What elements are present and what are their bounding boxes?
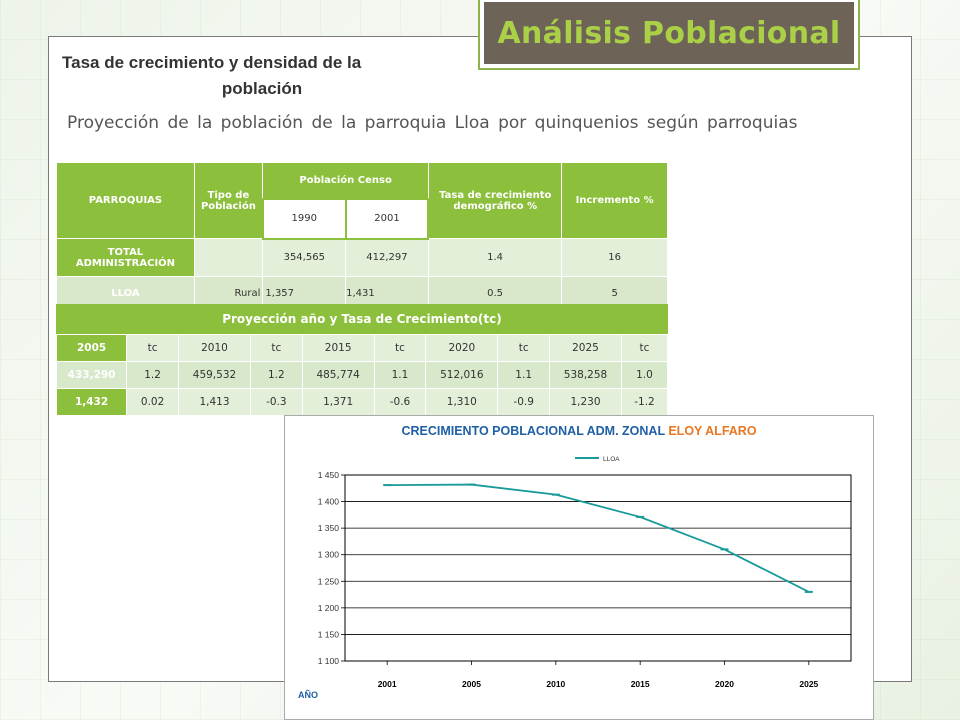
projection-cell: 1,432: [55, 388, 128, 416]
chart-title-main: CRECIMIENTO POBLACIONAL ADM. ZONAL: [401, 424, 669, 438]
title-banner: Análisis Poblacional: [478, 0, 860, 70]
row-tipo: [193, 238, 264, 277]
header-incremento: Incremento %: [561, 162, 668, 239]
projection-cell: -0.3: [249, 388, 303, 416]
x-tick-label: 2020: [715, 679, 734, 689]
row-name: TOTAL ADMINISTRACIÓN: [56, 238, 195, 277]
section-subtitle: Tasa de crecimiento y densidad de la pob…: [62, 50, 442, 102]
projection-cell: 459,532: [178, 361, 251, 389]
y-tick-label: 1 150: [318, 629, 340, 639]
projection-header-cell: 2010: [178, 334, 251, 362]
row-2001: 412,297: [345, 238, 429, 277]
y-tick-label: 1 300: [318, 550, 340, 560]
projection-header-cell: tc: [620, 334, 669, 362]
projection-cell: 0.02: [126, 388, 180, 416]
table-row: 433,290 1.2 459,532 1.2 485,774 1.1 512,016 1.1…: [55, 361, 669, 389]
projection-cell: -0.6: [373, 388, 427, 416]
projection-cell: 1,230: [549, 388, 622, 416]
projection-header-cell: 2015: [301, 334, 375, 362]
projection-cell: 1.0: [620, 361, 669, 389]
projection-cell: 433,290: [55, 361, 128, 389]
projection-header-cell: tc: [373, 334, 427, 362]
header-year-2001: 2001: [344, 197, 430, 240]
projection-cell: 1.1: [373, 361, 427, 389]
x-tick-label: 2001: [378, 679, 397, 689]
x-tick-label: 2005: [462, 679, 481, 689]
projection-header-cell: tc: [126, 334, 180, 362]
plot-area: [344, 474, 852, 662]
chart-plot: 1 100 1 150 1 200 1 250 1 300 1 350 1 400 1 450…: [318, 456, 852, 689]
projection-cell: 1.2: [249, 361, 303, 389]
y-tick-label: 1 250: [318, 576, 340, 586]
header-censo: Población Censo: [262, 162, 429, 199]
projection-cell: 512,016: [425, 361, 499, 389]
projection-cell: 1,413: [178, 388, 251, 416]
y-tick-label: 1 450: [318, 470, 340, 480]
projection-table: 2005 tc 2010 tc 2015 tc 2020 tc 2025 tc 433,290 1.…: [55, 334, 669, 416]
table-row: TOTAL ADMINISTRACIÓN 354,565 412,297 1.4…: [56, 238, 668, 277]
header-tasa: Tasa de crecimiento demográfico %: [427, 162, 563, 239]
description-text: Proyección de la población de la parroqu…: [67, 113, 798, 133]
page-title: Análisis Poblacional: [497, 15, 841, 51]
projection-cell: 1.2: [126, 361, 180, 389]
row-tasa: 1.4: [427, 238, 563, 277]
projection-cell: 1.1: [497, 361, 551, 389]
projection-header-cell: tc: [249, 334, 303, 362]
x-tick-label: 2010: [546, 679, 565, 689]
projection-header-cell: 2025: [549, 334, 622, 362]
y-tick-label: 1 400: [318, 497, 340, 507]
projection-title: Proyección año y Tasa de Crecimiento(tc): [56, 304, 668, 334]
census-table: PARROQUIAS Tipo de Población Población C…: [56, 162, 668, 310]
legend-label: LLOA: [603, 456, 620, 463]
header-tipo: Tipo de Población: [193, 162, 264, 239]
projection-cell: -1.2: [620, 388, 669, 416]
projection-header-cell: 2020: [425, 334, 499, 362]
projection-cell: -0.9: [497, 388, 551, 416]
y-tick-label: 1 100: [318, 656, 340, 666]
x-tick-label: 2015: [631, 679, 650, 689]
y-tick-label: 1 350: [318, 523, 340, 533]
x-tick-label: 2025: [799, 679, 818, 689]
subtitle-line1: Tasa de crecimiento y densidad de la: [62, 53, 362, 72]
projection-header-cell: 2005: [55, 334, 128, 362]
chart-x-axis-label: AÑO: [298, 690, 318, 700]
projection-header-cell: tc: [497, 334, 551, 362]
table-row: 1,432 0.02 1,413 -0.3 1,371 -0.6 1,310 -0.9 1,23…: [55, 388, 669, 416]
projection-cell: 1,371: [301, 388, 375, 416]
header-parroquias: PARROQUIAS: [56, 162, 195, 239]
table-row: 2005 tc 2010 tc 2015 tc 2020 tc 2025 tc: [55, 334, 669, 362]
row-incremento: 16: [561, 238, 668, 277]
row-1990: 354,565: [262, 238, 347, 277]
population-chart: CRECIMIENTO POBLACIONAL ADM. ZONAL ELOY …: [284, 415, 874, 720]
chart-title-accent: ELOY ALFARO: [668, 424, 757, 438]
projection-cell: 1,310: [425, 388, 499, 416]
header-year-1990: 1990: [261, 197, 347, 240]
subtitle-line2: población: [221, 79, 303, 98]
projection-cell: 538,258: [549, 361, 622, 389]
projection-cell: 485,774: [301, 361, 375, 389]
chart-title: CRECIMIENTO POBLACIONAL ADM. ZONAL ELOY …: [285, 424, 873, 438]
series-line-lloa: [387, 483, 810, 593]
y-tick-label: 1 200: [318, 603, 340, 613]
